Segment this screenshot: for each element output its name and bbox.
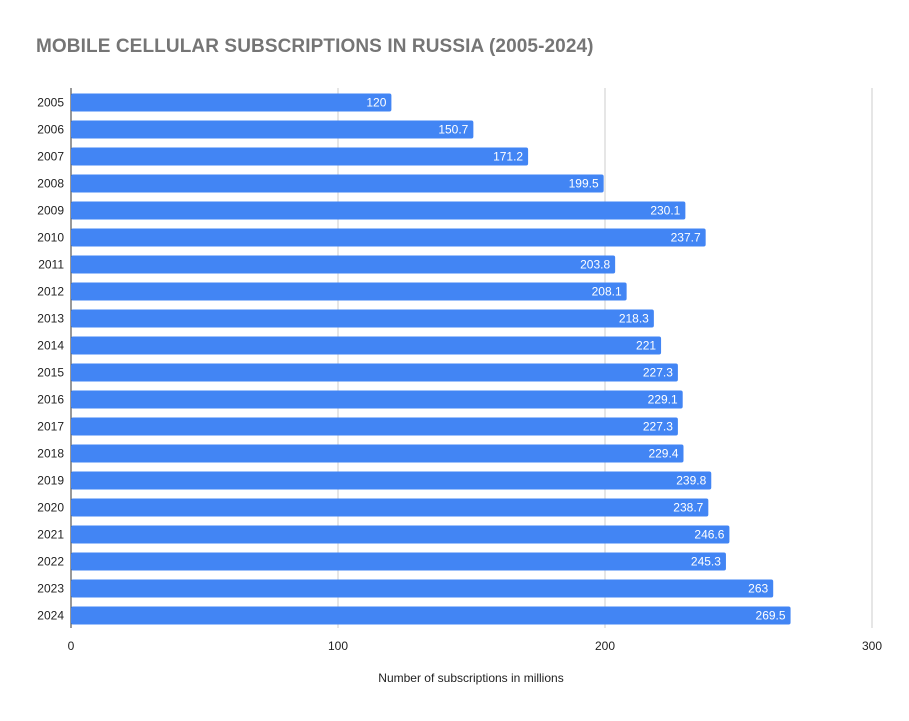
- data-label: 237.7: [671, 231, 701, 245]
- bar: [71, 255, 616, 274]
- bar: [71, 309, 654, 328]
- y-category-label: 2006: [37, 123, 64, 137]
- x-axis-ticks: 0 100 200 300: [68, 639, 883, 653]
- y-category-label: 2005: [37, 96, 64, 110]
- y-category-label: 2011: [38, 258, 64, 272]
- bar: [71, 336, 662, 355]
- y-category-label: 2018: [37, 447, 64, 461]
- y-category-label: 2020: [37, 501, 64, 515]
- data-label: 263: [748, 582, 768, 596]
- data-label: 245.3: [691, 555, 721, 569]
- x-tick-label: 0: [68, 639, 75, 653]
- y-category-label: 2023: [37, 582, 64, 596]
- bar: [71, 147, 529, 166]
- y-category-label: 2015: [37, 366, 64, 380]
- bar: [71, 282, 627, 301]
- y-category-label: 2019: [37, 474, 64, 488]
- data-label: 227.3: [643, 420, 673, 434]
- bar: [71, 552, 726, 571]
- bar: [71, 390, 683, 409]
- chart-title: MOBILE CELLULAR SUBSCRIPTIONS IN RUSSIA …: [36, 36, 594, 57]
- y-category-label: 2016: [37, 393, 64, 407]
- bar: [71, 417, 678, 436]
- data-label: 208.1: [592, 285, 622, 299]
- data-label: 221: [636, 339, 656, 353]
- data-label: 171.2: [493, 150, 523, 164]
- data-label: 239.8: [676, 474, 706, 488]
- y-category-label: 2024: [37, 609, 64, 623]
- x-tick-label: 300: [862, 639, 882, 653]
- y-category-label: 2021: [37, 528, 64, 542]
- data-label: 238.7: [673, 501, 703, 515]
- bar: [71, 363, 678, 382]
- data-labels: 120 150.7 171.2 199.5 230.1 237.7 203.8 208.1 21…: [366, 96, 786, 623]
- y-category-label: 2012: [37, 285, 64, 299]
- gridlines: [70, 88, 873, 628]
- y-category-label: 2017: [37, 420, 64, 434]
- data-label: 230.1: [650, 204, 680, 218]
- y-category-label: 2010: [37, 231, 64, 245]
- y-category-label: 2008: [37, 177, 64, 191]
- y-category-label: 2007: [37, 150, 64, 164]
- data-label: 229.4: [648, 447, 678, 461]
- y-category-label: 2022: [37, 555, 64, 569]
- bar: [71, 174, 604, 193]
- data-label: 120: [366, 96, 386, 110]
- bar: [71, 498, 709, 517]
- bar: [71, 606, 791, 625]
- x-tick-label: 100: [328, 639, 348, 653]
- bar: [71, 579, 774, 598]
- bar: [71, 93, 392, 112]
- y-category-label: 2009: [37, 204, 64, 218]
- data-label: 269.5: [756, 609, 786, 623]
- data-label: 227.3: [643, 366, 673, 380]
- bar: [71, 120, 474, 139]
- bar: [71, 228, 706, 247]
- x-tick-label: 200: [595, 639, 615, 653]
- data-label: 218.3: [619, 312, 649, 326]
- data-label: 199.5: [569, 177, 599, 191]
- y-category-label: 2013: [37, 312, 64, 326]
- y-axis-categories: 2005 2006 2007 2008 2009 2010 2011 2012 2013 2014…: [37, 96, 64, 623]
- data-label: 229.1: [648, 393, 678, 407]
- data-label: 246.6: [694, 528, 724, 542]
- bars: [71, 93, 791, 625]
- x-axis-title: Number of subscriptions in millions: [378, 671, 563, 685]
- bar: [71, 444, 684, 463]
- bar: [71, 525, 730, 544]
- bar: [71, 201, 686, 220]
- bar: [71, 471, 712, 490]
- data-label: 150.7: [438, 123, 468, 137]
- data-label: 203.8: [580, 258, 610, 272]
- y-category-label: 2014: [37, 339, 64, 353]
